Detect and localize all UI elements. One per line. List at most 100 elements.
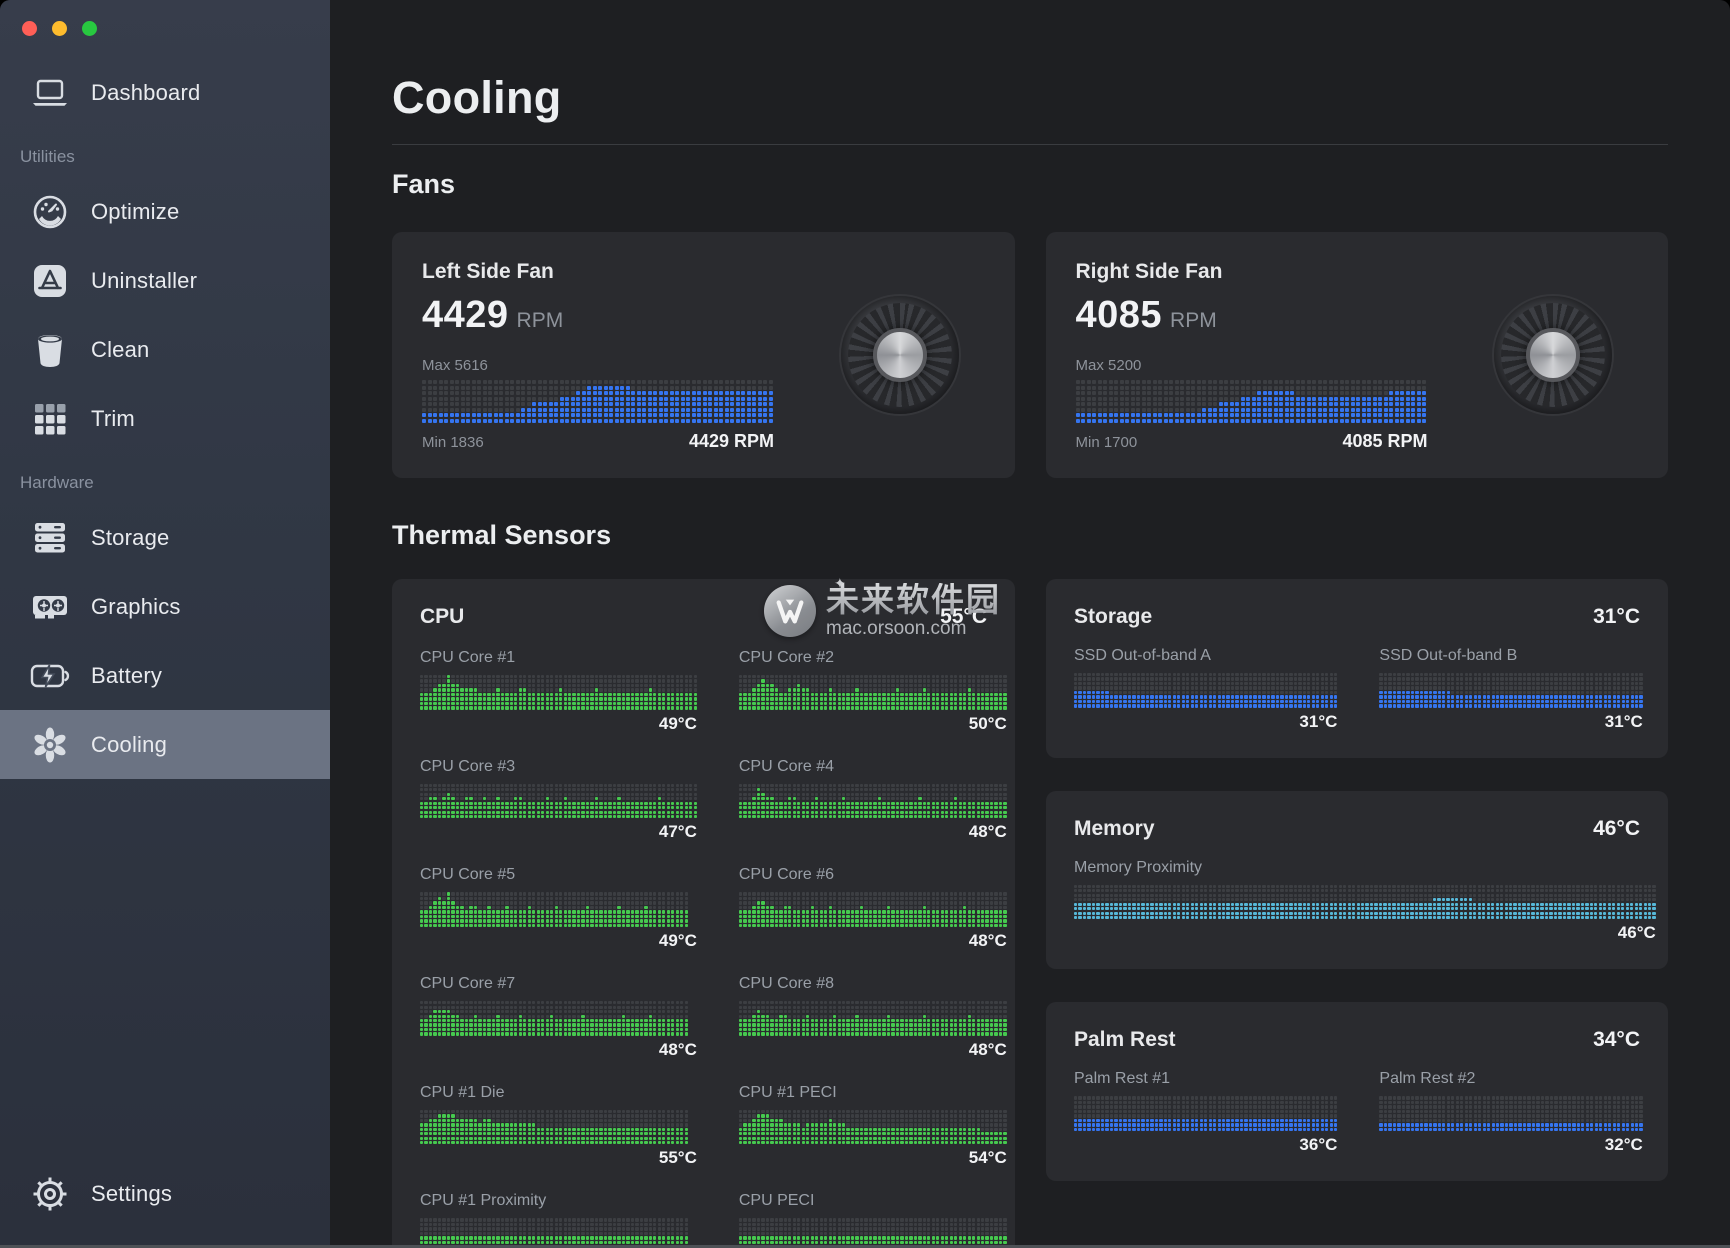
sensor-history-chart [420,675,697,710]
thermal-card-title: Memory [1074,817,1155,841]
zoom-window-button[interactable] [82,21,97,36]
fan-min-label: Min 1836 [422,434,484,451]
sidebar-nav: Dashboard Utilities Optimize Uninstaller Cle… [0,58,330,779]
watermark-text: 未来软件园 mac.orsoon.com [826,583,1001,638]
sensor-label: SSD Out-of-band B [1379,647,1642,665]
sensor-temp: 46°C [1074,923,1656,943]
sidebar-item-clean[interactable]: Clean [0,315,330,384]
sensor-temp: 49°C [420,714,697,734]
sensor-label: CPU Core #2 [739,649,1007,667]
sensor-history-chart [739,1218,1007,1248]
sensor-temp: 55°C [420,1148,697,1168]
thermal-sensor: CPU #1 Proximity [420,1192,697,1248]
sensor-label: CPU Core #8 [739,975,1007,993]
thermal-sensor: Palm Rest #2 32°C [1379,1070,1642,1155]
sensor-label: CPU #1 Proximity [420,1192,697,1210]
fan-image [841,296,959,414]
thermal-card-header: Palm Rest 34°C [1074,1028,1640,1052]
thermal-card-title: Storage [1074,605,1152,629]
thermal-sensor: SSD Out-of-band B31°C [1379,647,1642,732]
sidebar-item-label: Optimize [91,199,179,225]
sensor-temp: 48°C [420,1040,697,1060]
fan-chart-footer: Min 17004085 RPM [1076,431,1428,452]
battery-icon [30,656,70,696]
sidebar-section-label: Utilities [0,127,330,177]
thermal-card-temp: 46°C [1593,817,1640,841]
sensor-label: CPU Core #7 [420,975,697,993]
sensor-label: Palm Rest #1 [1074,1070,1337,1088]
thermal-card-sensors: Palm Rest #136°CPalm Rest #232°C [1074,1070,1640,1155]
sensor-history-chart [739,675,1007,710]
sensor-history-chart [1074,885,1656,920]
sensor-history-chart [420,1001,697,1036]
sensor-temp: 32°C [1379,1135,1642,1155]
sensor-label: CPU #1 Die [420,1084,697,1102]
sensor-temp: 48°C [739,931,1007,951]
thermal-sensor: CPU #1 PECI54°C [739,1084,1007,1169]
gear-icon [30,1174,70,1214]
title-divider [392,144,1668,145]
fan-card: Left Side Fan4429RPMMax 5616Min 18364429… [392,232,1015,478]
sidebar-item-dashboard[interactable]: Dashboard [0,58,330,127]
thermal-right-column: Storage31°CSSD Out-of-band A31°CSSD Out-… [1046,579,1668,1181]
watermark-logo-icon [764,585,816,637]
fan-hub [873,328,927,382]
fan-rpm-unit: RPM [1170,309,1217,332]
fan-image [1494,296,1612,414]
thermal-card-palm-rest: Palm Rest34°CPalm Rest #136°CPalm Rest #… [1046,1002,1668,1181]
sidebar-item-label: Uninstaller [91,268,197,294]
fan-icon [30,725,70,765]
fan-name: Right Side Fan [1076,260,1639,284]
appstore-icon [30,261,70,301]
fans-section-heading: Fans [392,169,1668,200]
minimize-window-button[interactable] [52,21,67,36]
fan-cards: Left Side Fan4429RPMMax 5616Min 18364429… [392,232,1668,478]
thermal-sensor: CPU Core #6 48°C [739,866,1007,951]
sidebar-item-cooling[interactable]: Cooling [0,710,330,779]
thermal-sensor: CPU Core #7 48°C [420,975,697,1060]
sensor-label: Palm Rest #2 [1379,1070,1642,1088]
sensor-temp: 31°C [1074,712,1337,732]
sidebar-item-graphics[interactable]: Graphics [0,572,330,641]
sensor-label: Memory Proximity [1074,859,1656,877]
watermark-star-icon: ✦ [834,575,846,592]
fan-rpm-value: 4429 [422,294,509,336]
thermal-sensor: CPU Core #1 49°C [420,649,697,734]
sidebar-item-label: Dashboard [91,80,200,106]
sensor-temp: 48°C [739,1040,1007,1060]
sidebar-item-settings[interactable]: Settings [0,1159,330,1228]
trash-icon [30,330,70,370]
sensor-label: CPU Core #5 [420,866,697,884]
fan-rpm-value: 4085 [1076,294,1163,336]
sidebar-item-label: Cooling [91,732,167,758]
thermal-section-heading: Thermal Sensors [392,520,1668,551]
sidebar-item-trim[interactable]: Trim [0,384,330,453]
sensor-label: CPU Core #3 [420,758,697,776]
sensor-history-chart [1379,1096,1642,1131]
sidebar: Dashboard Utilities Optimize Uninstaller Cle… [0,0,330,1248]
sensor-label: CPU Core #6 [739,866,1007,884]
sensor-label: CPU PECI [739,1192,1007,1210]
thermal-card-title: Palm Rest [1074,1028,1176,1052]
sidebar-footer: Settings [0,1159,330,1228]
close-window-button[interactable] [22,21,37,36]
fan-current-rpm-label: 4429 RPM [689,431,774,452]
thermal-sensor: CPU Core #549°C [420,866,697,951]
fan-name: Left Side Fan [422,260,985,284]
cpu-card: CPU 55°C ✦ 未来软件园 mac.orsoon.com CPU Core… [392,579,1015,1248]
sidebar-item-label: Clean [91,337,149,363]
sidebar-item-uninstaller[interactable]: Uninstaller [0,246,330,315]
sidebar-item-optimize[interactable]: Optimize [0,177,330,246]
sensor-history-chart [739,1110,1007,1145]
sensor-label: CPU Core #1 [420,649,697,667]
sensor-history-chart [739,1001,1007,1036]
sidebar-item-label: Settings [91,1181,172,1207]
sensor-history-chart [739,892,1007,927]
thermal-sensor: CPU #1 Die 55°C [420,1084,697,1169]
sidebar-item-storage[interactable]: Storage [0,503,330,572]
server-icon [30,518,70,558]
thermal-card-temp: 34°C [1593,1028,1640,1052]
sidebar-item-label: Storage [91,525,169,551]
thermal-card-header: Storage31°C [1074,605,1640,629]
sidebar-item-battery[interactable]: Battery [0,641,330,710]
